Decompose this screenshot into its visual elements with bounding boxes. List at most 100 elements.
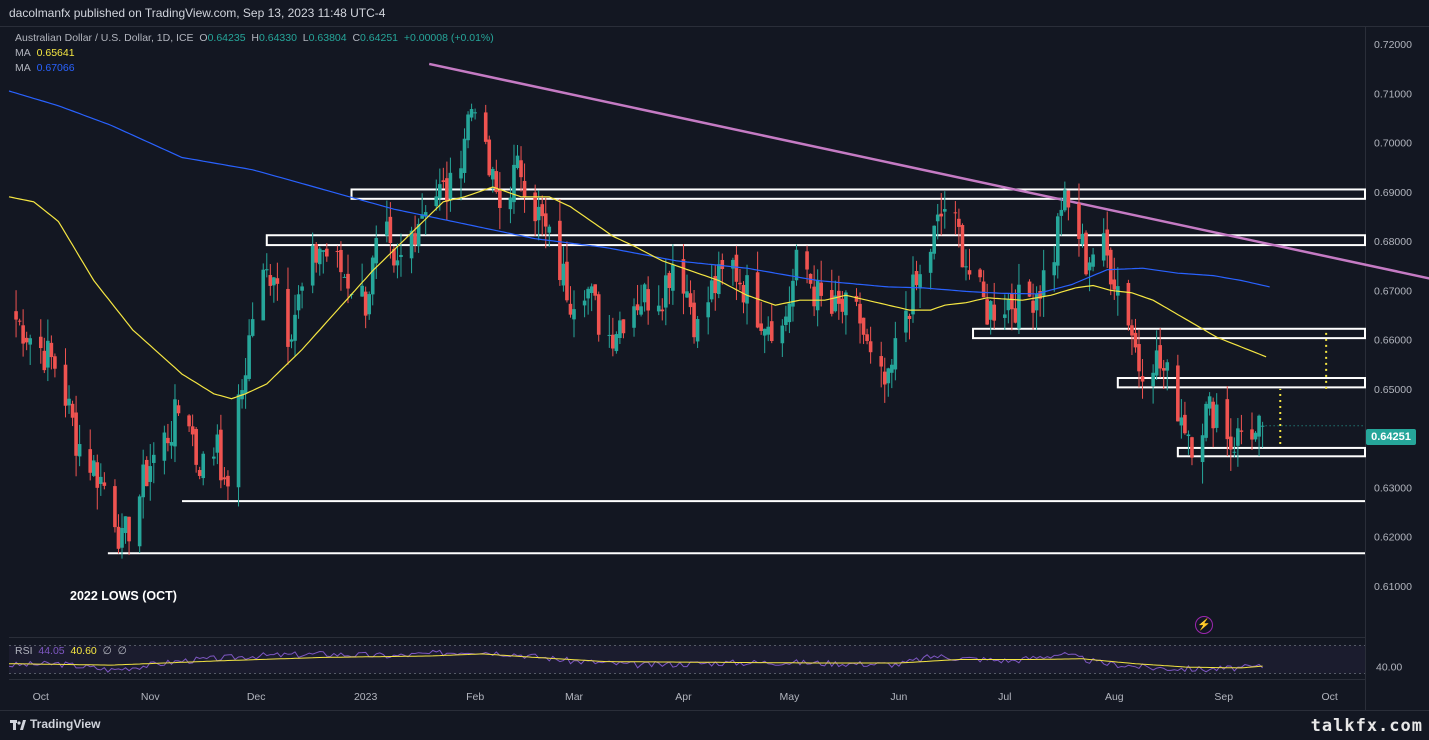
candle-body — [586, 288, 590, 299]
candle-body — [99, 476, 103, 484]
candle-body — [360, 285, 364, 297]
candle-body — [310, 245, 315, 286]
x-tick-label: Oct — [1322, 691, 1338, 703]
candle-body — [77, 444, 82, 457]
candle-body — [1130, 325, 1134, 336]
candle-body — [1179, 417, 1184, 426]
candle-body — [1236, 428, 1240, 446]
candle-body — [819, 282, 823, 296]
candle-body — [1165, 362, 1170, 371]
candle-body — [932, 225, 936, 254]
candle-body — [28, 338, 32, 345]
candle-body — [1063, 189, 1067, 211]
candle-body — [1186, 434, 1191, 437]
candle-body — [187, 415, 191, 427]
candle-body — [423, 212, 428, 217]
ma2-label: MA — [15, 62, 31, 74]
candle-body — [1084, 232, 1088, 275]
candle-body — [148, 466, 153, 482]
candle-body — [861, 317, 866, 335]
candle-body — [716, 264, 721, 295]
candle-body — [614, 334, 619, 352]
candle-body — [1101, 233, 1106, 261]
y-tick-label: 0.63000 — [1374, 482, 1412, 494]
candle-body — [409, 230, 414, 259]
candle-body — [46, 340, 50, 368]
candle-body — [74, 412, 78, 456]
close-value: 0.64251 — [360, 32, 399, 44]
x-tick-label: Oct — [33, 691, 49, 703]
y-tick-label: 0.62000 — [1374, 532, 1412, 544]
candle-body — [1260, 425, 1265, 427]
candle-body — [490, 168, 495, 180]
candle-body — [1211, 401, 1215, 429]
candle-body — [374, 237, 379, 264]
candle-body — [176, 405, 181, 414]
candle-body — [706, 302, 710, 318]
candle-body — [942, 209, 947, 212]
candle-body — [123, 516, 128, 534]
close-label: C — [352, 32, 361, 44]
candle-body — [667, 272, 672, 289]
candle-body — [1031, 300, 1035, 313]
candle-body — [236, 394, 241, 488]
candle-body — [63, 364, 68, 406]
candle-body — [1239, 430, 1244, 432]
y-tick-label: 0.69000 — [1374, 187, 1412, 199]
candle-body — [268, 275, 273, 286]
candle-body — [448, 172, 453, 199]
candle-body — [664, 275, 668, 308]
candle-body — [1225, 399, 1230, 440]
candle-body — [289, 339, 294, 342]
candle-body — [784, 316, 788, 326]
candle-body — [805, 251, 809, 270]
candle-body — [1066, 190, 1071, 208]
candle-body — [1229, 436, 1233, 450]
candle-body — [593, 284, 597, 296]
candle-body — [1080, 233, 1085, 245]
candle-body — [395, 260, 400, 266]
candle-body — [342, 276, 347, 278]
candle-body — [53, 356, 57, 369]
candle-body — [918, 274, 922, 289]
candle-body — [540, 204, 545, 217]
candle-body — [508, 197, 513, 210]
candle-body — [533, 192, 537, 222]
candle-body — [957, 218, 961, 227]
candle-body — [589, 286, 594, 294]
tradingview-brand: TradingView — [30, 717, 101, 731]
candle-body — [1038, 291, 1042, 299]
alert-bolt-icon[interactable]: ⚡ — [1195, 616, 1213, 634]
candle-body — [445, 178, 449, 202]
x-tick-label: Aug — [1105, 691, 1124, 703]
tradingview-logo[interactable]: TradingView — [10, 717, 100, 731]
candle-body — [201, 453, 206, 479]
candle-body — [1055, 216, 1060, 266]
candle-body — [151, 454, 156, 463]
candle-body — [317, 248, 322, 265]
candle-body — [339, 249, 343, 273]
candle-body — [388, 216, 393, 243]
candle-body — [882, 371, 887, 385]
candle-body — [815, 279, 820, 311]
ma-short-line — [8, 186, 1267, 400]
candle-body — [840, 298, 845, 312]
candle-body — [607, 334, 612, 336]
rsi-signal-value: 40.60 — [70, 645, 97, 657]
candle-body — [116, 526, 121, 549]
candle-body — [656, 305, 661, 312]
candle-body — [215, 434, 220, 453]
candle-body — [194, 429, 198, 465]
candle-body — [568, 303, 573, 315]
candle-body — [296, 294, 301, 311]
rsi-extra2: ∅ — [117, 645, 127, 657]
rsi-legend: RSI 44.05 40.60 ∅ ∅ — [15, 645, 127, 657]
level-0661 — [972, 327, 1366, 340]
candle-body — [420, 214, 424, 219]
y-tick-label: 0.66000 — [1374, 335, 1412, 347]
level-0651 — [1116, 377, 1366, 389]
y-tick-label: 0.65000 — [1374, 384, 1412, 396]
symbol-name: Australian Dollar / U.S. Dollar, 1D, ICE — [15, 32, 194, 44]
low-label: L — [302, 32, 309, 44]
